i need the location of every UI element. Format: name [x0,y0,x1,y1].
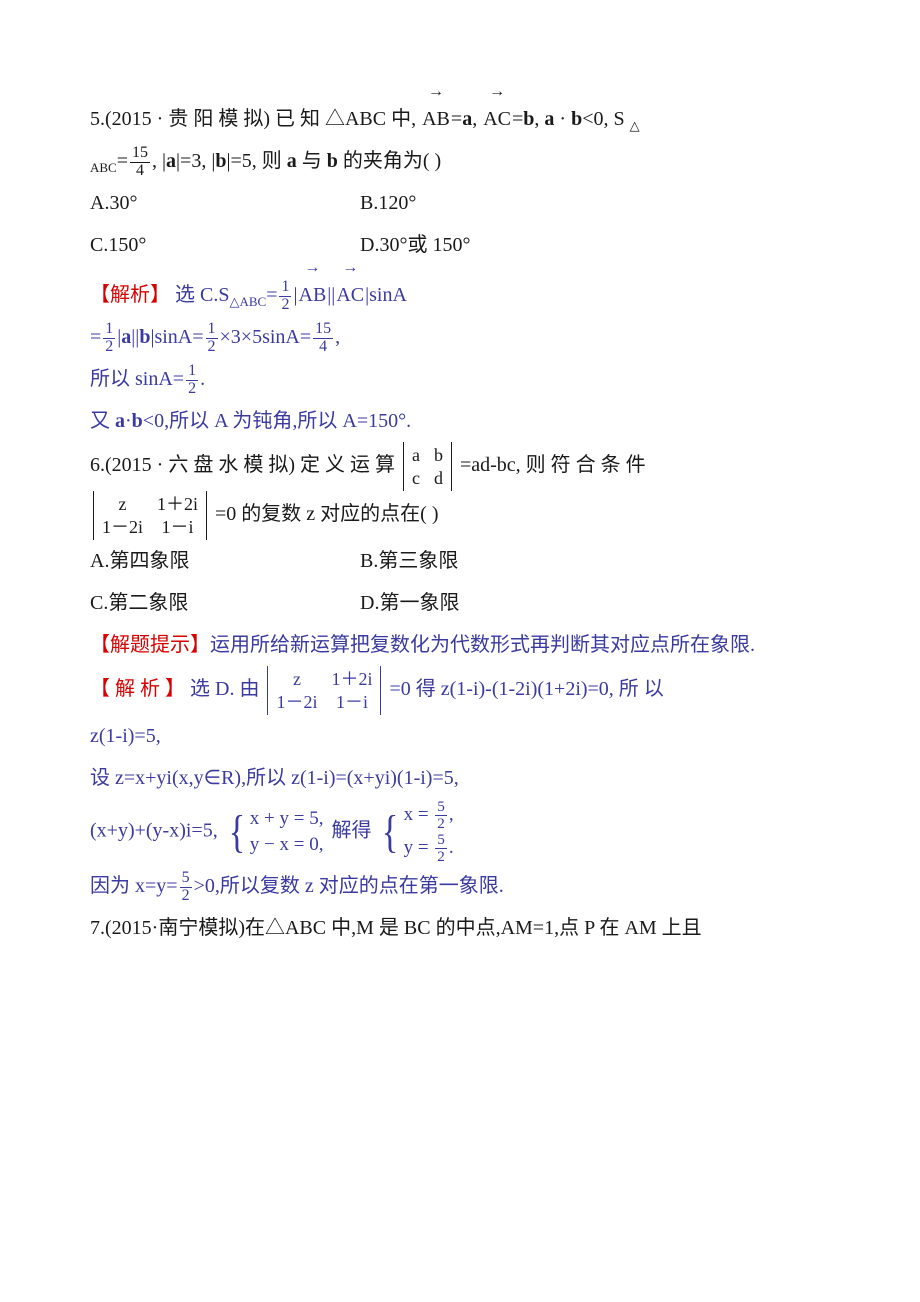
q6-solution-l2: 设 z=x+yi(x,y∈R),所以 z(1-i)=(x+yi)(1-i)=5, [90,757,830,799]
q5-solution-l1: 【解析】 选 C.S△ABC=12|AB||AC|sinA [90,266,830,316]
q6-hint: 【解题提示】运用所给新运算把复数化为代数形式再判断其对应点所在象限. [90,624,830,666]
q5-solution-l4: 又 a·b<0,所以 A 为钝角,所以 A=150°. [90,400,830,442]
vector-ac: AC [483,90,511,140]
frac-15-4: 154 [130,145,150,180]
q5-choices-row2: C.150° D.30°或 150° [90,224,830,266]
q5-choice-b: B.120° [360,182,630,224]
q6-solution-l1c: z(1-i)=5, [90,715,830,757]
frac-half: 12 [279,279,291,314]
q6-choice-d: D.第一象限 [360,582,630,624]
q6-body-l2: z1＋2i 1－2i1－i =0 的复数 z 对应的点在( ) [90,491,830,540]
solution-label: 【 解 析 】 [90,678,185,700]
system-1: { x + y = 5, y − x = 0, [226,806,324,857]
brace-icon: { [228,816,245,848]
q6-choice-a: A.第四象限 [90,540,360,582]
brace-icon: { [382,816,399,848]
hint-label: 【解题提示】 [90,634,210,656]
frac-5-2: 52 [180,870,192,905]
det-z: z1＋2i 1－2i1－i [93,491,207,540]
q5-sub-abc: ABC [90,160,117,175]
q5-solution-l2: =12|a||b|sinA=12×3×5sinA=154, [90,316,830,358]
page-root: 5.(2015 · 贵 阳 模 拟) 已 知 △ABC 中, AB=a, AC=… [0,0,920,1302]
solution-label: 【解析】 [90,284,170,306]
q5-choices-row1: A.30° B.120° [90,182,830,224]
q6-choice-c: C.第二象限 [90,582,360,624]
q6-solution-l4: 因为 x=y=52>0,所以复数 z 对应的点在第一象限. [90,865,830,907]
vector-ab: AB [422,90,450,140]
det-abcd: ab cd [403,442,452,491]
q5-prefix: 5.(2015 · 贵 阳 模 拟) 已 知 △ABC 中, [90,108,421,130]
det-z-2: z1＋2i 1－2i1－i [267,666,381,715]
q7-body: 7.(2015·南宁模拟)在△ABC 中,M 是 BC 的中点,AM=1,点 P… [90,907,830,949]
q6-choice-b: B.第三象限 [360,540,630,582]
q6-solution-l3: (x+y)+(y-x)i=5, { x + y = 5, y − x = 0, … [90,799,830,865]
q6-body-l1: 6.(2015 · 六 盘 水 模 拟) 定 义 运 算 ab cd =ad-b… [90,442,830,491]
system-2: { x = 52, y = 52. [379,799,453,865]
q5-choice-a: A.30° [90,182,360,224]
q5-choice-d: D.30°或 150° [360,224,630,266]
q6-solution-l1: 【 解 析 】 选 D. 由 z1＋2i 1－2i1－i =0 得 z(1-i)… [90,666,830,715]
q6-choices-row2: C.第二象限 D.第一象限 [90,582,830,624]
q5-solution-l3: 所以 sinA=12. [90,358,830,400]
q5-body: 5.(2015 · 贵 阳 模 拟) 已 知 △ABC 中, AB=a, AC=… [90,90,830,182]
q6-choices-row1: A.第四象限 B.第三象限 [90,540,830,582]
